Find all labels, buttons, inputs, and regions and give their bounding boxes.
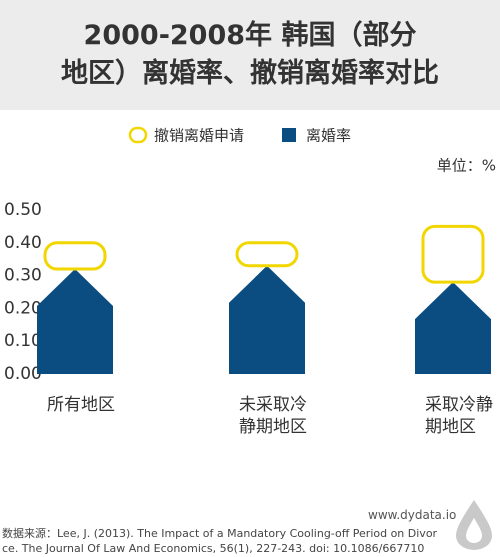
x-tick-label: 所有地区 <box>47 395 115 415</box>
y-tick-label: 0.20 <box>4 298 42 318</box>
y-tick-label: 0.40 <box>4 233 42 253</box>
bar <box>415 282 491 374</box>
legend-swatch <box>282 128 296 142</box>
title-line: 2000-2008年 韩国（部分 <box>83 20 417 51</box>
legend-label: 离婚率 <box>306 127 351 145</box>
legend-swatch <box>128 126 148 144</box>
logo <box>456 500 492 550</box>
source-note: 数据来源：Lee, J. (2013). The Impact of a Man… <box>2 527 438 555</box>
bar <box>229 265 305 374</box>
legend-label: 撤销离婚申请 <box>154 127 244 145</box>
bar-segment <box>235 241 299 268</box>
y-tick-label: 0.10 <box>4 331 42 351</box>
y-tick-label: 0.50 <box>4 200 42 220</box>
unit-label: 单位：% <box>437 157 496 175</box>
title-band: 2000-2008年 韩国（部分 地区）离婚率、撤销离婚率对比 <box>0 0 500 110</box>
x-tick-label: 未采取冷静期地区 <box>239 395 307 437</box>
x-tick-label: 采取冷静期地区 <box>425 395 493 437</box>
y-tick-label: 0.30 <box>4 266 42 286</box>
title-line: 地区）离婚率、撤销离婚率对比 <box>61 58 439 89</box>
bar-segment <box>421 224 485 284</box>
site-url: www.dydata.io <box>368 508 457 522</box>
bar <box>37 269 113 374</box>
bar-segment <box>43 241 107 271</box>
y-tick-label: 0.00 <box>4 364 42 384</box>
